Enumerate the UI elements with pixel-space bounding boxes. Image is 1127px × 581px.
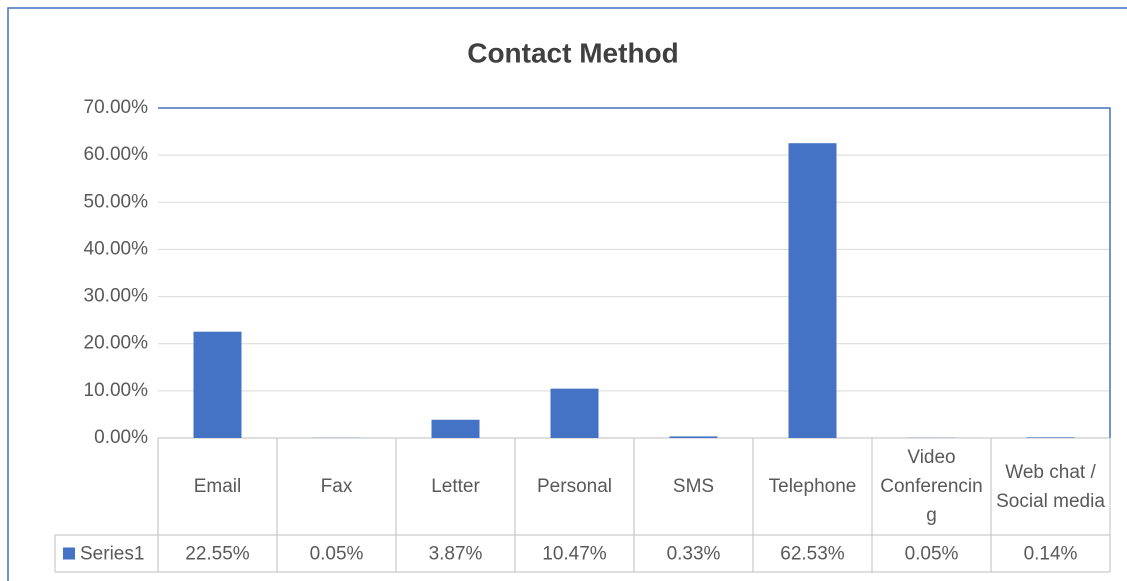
y-tick-label: 30.00% (84, 286, 149, 307)
y-tick-label: 50.00% (84, 191, 149, 212)
x-tick-label: Personal (537, 476, 612, 497)
data-table-value: 62.53% (780, 544, 845, 565)
legend-label: Series1 (80, 544, 144, 565)
plot-border (158, 107, 1111, 438)
y-tick-label: 40.00% (84, 238, 149, 259)
x-tick-label: Fax (320, 476, 353, 497)
bar (1026, 437, 1075, 438)
legend-swatch (63, 547, 75, 560)
bar (193, 331, 242, 438)
bar (669, 436, 718, 438)
y-tick-label: 0.00% (94, 427, 148, 448)
x-tick-label: SMS (672, 476, 715, 497)
bar (550, 388, 599, 438)
bar (431, 419, 480, 438)
x-tick-label: Web chat / Social media (996, 461, 1105, 512)
x-tick-label: Telephone (768, 476, 857, 497)
data-table-value: 22.55% (185, 544, 250, 565)
x-tick-label: Video Conferencing (880, 447, 983, 526)
bar (788, 143, 837, 439)
data-table-value: 0.14% (1024, 544, 1078, 565)
data-table-value: 0.33% (667, 544, 721, 565)
y-tick-label: 70.00% (84, 97, 149, 118)
y-tick-label: 20.00% (84, 333, 149, 354)
x-tick-label: Letter (431, 476, 480, 497)
data-table-value: 10.47% (542, 544, 607, 565)
data-table-value: 0.05% (310, 544, 364, 565)
chart-border (7, 7, 1127, 581)
y-tick-label: 10.00% (84, 380, 149, 401)
data-table-value: 3.87% (429, 544, 483, 565)
y-tick-label: 60.00% (84, 144, 149, 165)
x-tick-label: Email (193, 476, 242, 497)
data-table-value: 0.05% (905, 544, 959, 565)
chart-title: Contact Method (467, 37, 679, 68)
